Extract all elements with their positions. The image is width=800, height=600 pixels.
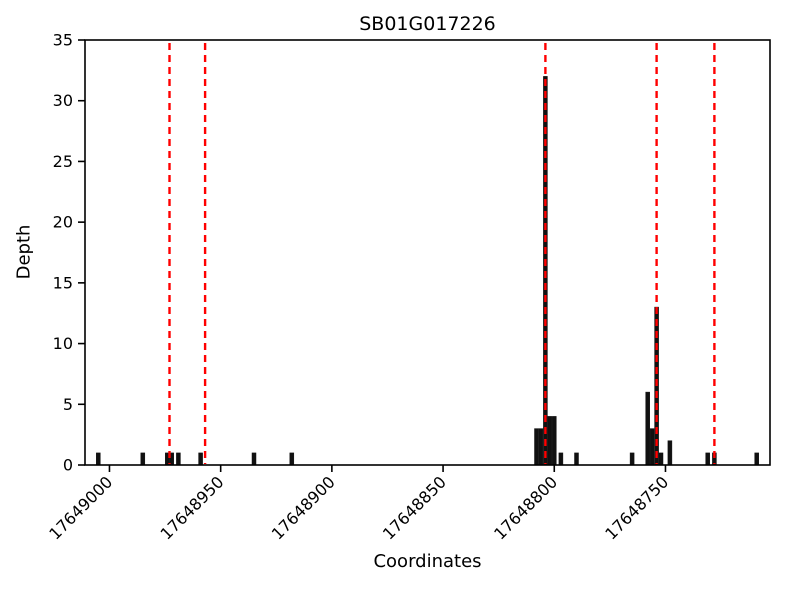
depth-bar: [649, 428, 655, 466]
depth-bar: [538, 428, 544, 466]
depth-bar: [552, 416, 557, 466]
depth-bar: [251, 452, 257, 466]
chart-title: SB01G017226: [359, 13, 496, 35]
depth-bar: [754, 452, 759, 466]
x-tick-label: 17648850: [379, 472, 450, 543]
x-tick-label: 17648900: [268, 472, 339, 543]
x-tick-label: 17648800: [490, 472, 561, 543]
x-tick-label: 17648750: [601, 472, 672, 543]
depth-bar: [629, 452, 635, 466]
x-tick-label: 17648950: [157, 472, 228, 543]
y-tick-label: 25: [53, 152, 73, 171]
y-tick-label: 10: [53, 334, 73, 353]
depth-bar: [176, 452, 181, 466]
y-tick-label: 15: [53, 273, 73, 292]
depth-bar: [667, 440, 673, 466]
depth-bar: [574, 452, 579, 466]
depth-bar: [645, 391, 650, 466]
depth-bar: [658, 452, 664, 466]
depth-bar: [140, 452, 146, 466]
depth-bar: [547, 416, 553, 466]
y-tick-label: 5: [63, 395, 73, 414]
y-tick-label: 0: [63, 456, 73, 475]
depth-bar: [558, 452, 564, 466]
depth-bar: [198, 452, 203, 466]
depth-bar: [96, 452, 101, 466]
axes-frame: [84, 39, 771, 466]
depth-bar: [289, 452, 295, 466]
y-tick-label: 35: [53, 31, 73, 50]
depth-bar: [705, 452, 710, 466]
y-tick-label: 30: [53, 91, 73, 110]
y-tick-label: 20: [53, 213, 73, 232]
x-tick-label: 17649000: [45, 472, 116, 543]
x-axis-label: Coordinates: [373, 551, 482, 572]
depth-bar: [534, 428, 539, 466]
